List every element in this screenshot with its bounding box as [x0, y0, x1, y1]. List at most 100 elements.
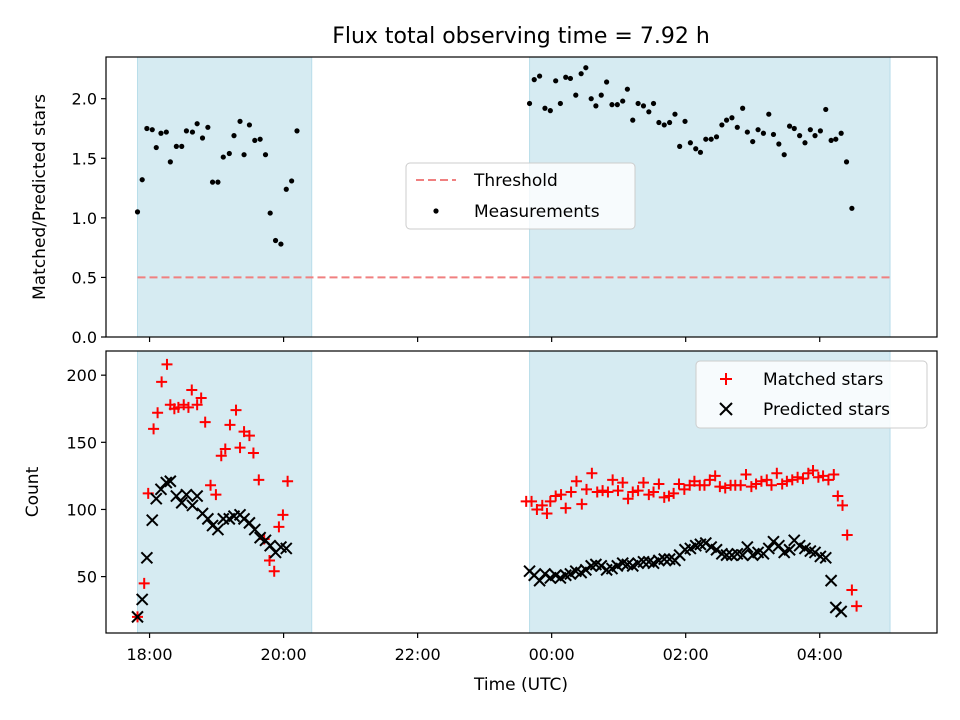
measurement-point: [194, 121, 200, 127]
measurement-point: [843, 159, 850, 165]
bottom-observing-window: [136, 350, 313, 634]
measurement-point: [294, 128, 300, 134]
matched-star-marker: [224, 419, 236, 431]
top-x-ticks: [148, 337, 821, 342]
predicted-stars-series: [131, 475, 848, 624]
measurement-point: [604, 79, 610, 85]
matched-star-marker: [205, 479, 217, 491]
measurement-point: [183, 128, 190, 134]
measurement-point: [719, 122, 725, 128]
measurement-point: [598, 92, 604, 98]
top-y-axis: 0.0 0.5 1.0 1.5 2.0: [72, 90, 106, 347]
measurement-point: [744, 129, 750, 135]
measurement-point: [620, 98, 626, 104]
matched-star-marker: [612, 485, 624, 497]
matched-star-marker: [264, 554, 276, 566]
bottom-x-axis-title: Time (UTC): [473, 675, 568, 695]
matched-star-marker: [277, 509, 289, 521]
measurement-point: [755, 127, 761, 133]
matched-star-marker: [544, 495, 556, 507]
matched-star-marker: [761, 474, 773, 486]
measurement-point: [740, 105, 746, 111]
matched-star-marker: [581, 483, 593, 495]
predicted-star-marker: [824, 574, 838, 587]
measurement-point: [167, 159, 173, 165]
measurement-point: [531, 77, 537, 83]
measurement-point: [734, 124, 740, 130]
measurement-point: [231, 133, 237, 139]
measurement-point: [588, 96, 594, 102]
top-y-tick-label: 2.0: [72, 90, 97, 109]
matched-star-marker: [735, 479, 747, 491]
top-observing-windows: [136, 56, 891, 338]
bottom-y-tick-label: 100: [66, 500, 97, 519]
measurement-point: [578, 71, 584, 77]
measurement-point: [687, 140, 693, 146]
matched-star-marker: [617, 477, 629, 489]
top-observing-window: [136, 56, 313, 338]
legend-threshold-label: Threshold: [473, 171, 558, 191]
measurement-point: [661, 122, 667, 128]
measurement-point: [723, 117, 730, 123]
matched-star-marker: [709, 470, 721, 482]
matched-star-marker: [822, 474, 834, 486]
measurement-point: [802, 140, 808, 146]
measurement-point: [139, 177, 145, 183]
matched-star-marker: [273, 521, 285, 533]
matched-star-marker: [668, 487, 680, 499]
predicted-star-marker: [150, 492, 163, 505]
predicted-star-marker: [280, 542, 293, 555]
matched-star-marker: [622, 493, 634, 505]
measurement-point: [828, 137, 834, 144]
top-y-axis-title: Matched/Predicted stars: [30, 94, 50, 300]
matched-star-marker: [243, 430, 255, 442]
matched-star-marker: [653, 478, 665, 490]
measurement-point: [812, 133, 818, 139]
measurement-point: [262, 152, 269, 158]
predicted-star-marker: [211, 523, 225, 536]
matched-star-marker: [586, 467, 598, 479]
measurement-point: [563, 74, 569, 80]
matched-star-marker: [161, 358, 173, 370]
predicted-star-marker: [135, 593, 149, 606]
matched-star-marker: [560, 502, 572, 514]
matched-star-marker: [851, 600, 863, 612]
predicted-star-marker: [834, 605, 848, 618]
measurement-point: [713, 134, 720, 140]
bottom-x-tick-label: 22:00: [395, 645, 441, 664]
measurement-point: [630, 117, 636, 123]
bottom-x-tick-label: 02:00: [663, 645, 709, 664]
matched-star-marker: [182, 401, 194, 413]
legend-matched-swatch: [720, 373, 732, 385]
measurement-point: [205, 124, 211, 130]
measurement-point: [693, 146, 699, 152]
legend-measurements-label: Measurements: [474, 202, 600, 222]
measurement-point: [667, 119, 673, 126]
matched-star-marker: [632, 485, 644, 497]
matched-star-marker: [765, 479, 777, 491]
measurement-point: [672, 111, 678, 117]
measurement-point: [557, 100, 563, 107]
predicted-star-marker: [160, 476, 173, 489]
top-plot-frame: [105, 56, 938, 338]
predicted-star-marker: [741, 540, 754, 554]
measurement-point: [807, 127, 813, 133]
measurement-point: [573, 92, 579, 98]
measurement-point: [697, 149, 704, 155]
measurement-point: [283, 186, 289, 192]
matched-star-marker: [282, 475, 294, 487]
top-legend: Threshold Measurements: [405, 162, 636, 230]
bottom-x-axis: 18:00 20:00 22:00 00:00 02:00 04:00: [127, 633, 843, 664]
measurement-point: [179, 143, 185, 149]
measurement-point: [650, 100, 657, 107]
measurement-point: [770, 131, 777, 138]
matched-star-marker: [602, 486, 614, 498]
measurement-point: [199, 135, 206, 141]
bottom-x-tick-label: 18:00: [127, 645, 173, 664]
measurement-point: [729, 115, 735, 121]
bottom-panel: 50 100 150 200 18:00 20:00 22:00 00:00 02:00 04:…: [23, 350, 938, 695]
matched-star-marker: [210, 489, 222, 501]
predicted-star-marker: [190, 489, 204, 503]
matched-star-marker: [637, 477, 649, 489]
predicted-star-marker: [736, 548, 749, 562]
